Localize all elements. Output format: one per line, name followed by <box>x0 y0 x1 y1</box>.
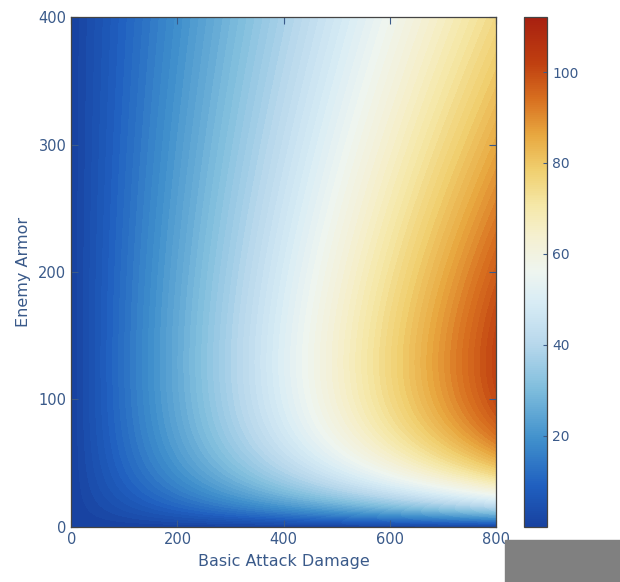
X-axis label: Basic Attack Damage: Basic Attack Damage <box>198 553 370 569</box>
Y-axis label: Enemy Armor: Enemy Armor <box>16 217 32 327</box>
